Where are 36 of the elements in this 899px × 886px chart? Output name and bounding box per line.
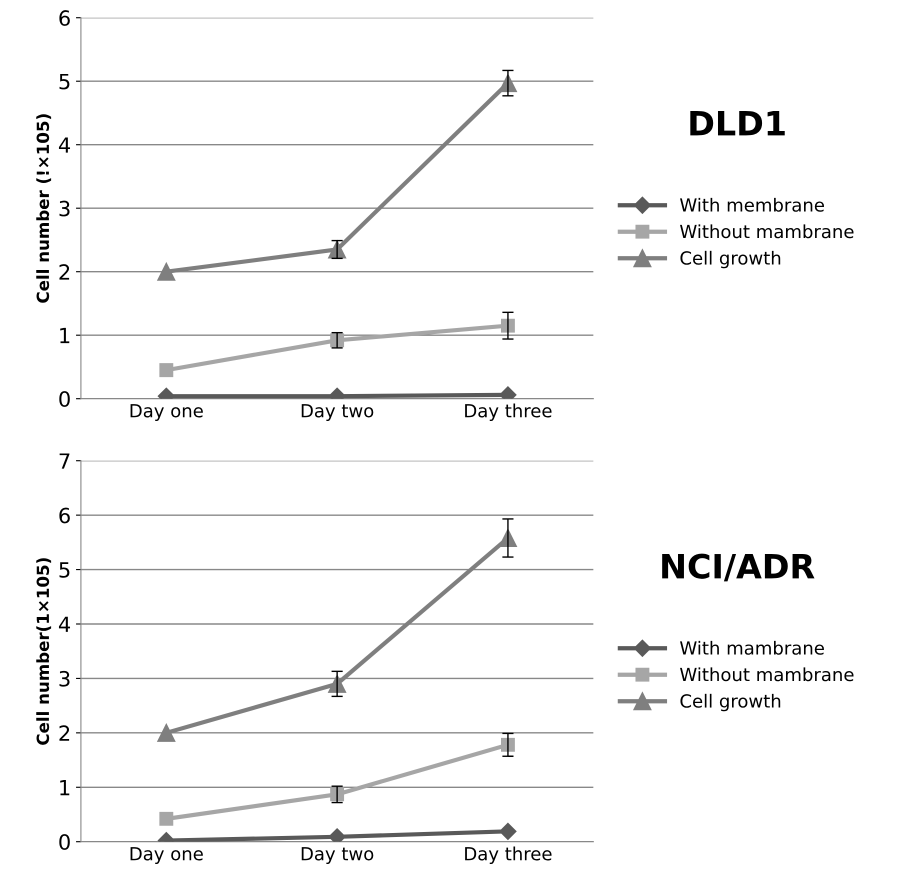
point xyxy=(159,812,174,826)
legend-label: With mambrane xyxy=(680,640,824,655)
legend-title: DLD1 xyxy=(690,111,785,136)
y-tick-label: 3 xyxy=(60,670,70,687)
y-tick-label: 3 xyxy=(60,200,70,216)
x-tick-label: Day one xyxy=(130,847,203,864)
legend-label: Cell growth xyxy=(680,694,780,712)
y-tick-label: 1 xyxy=(60,780,70,796)
y-tick-label: 4 xyxy=(58,137,70,153)
y-tick-label: 7 xyxy=(60,453,70,469)
y-tick-label: 1 xyxy=(60,328,70,344)
point xyxy=(159,363,174,378)
y-axis-title: Cell number(1×105) xyxy=(36,558,52,745)
y-tick-label: 4 xyxy=(58,616,70,632)
x-tick-label: Day two xyxy=(302,847,374,864)
y-tick-label: 6 xyxy=(59,508,70,524)
point xyxy=(499,822,516,840)
legend-title: NCI/ADR xyxy=(662,554,815,582)
legend-label: Cell growth xyxy=(680,250,780,268)
legend-label: With membrane xyxy=(680,198,824,212)
y-tick-label: 5 xyxy=(60,562,70,578)
y-tick-label: 2 xyxy=(59,264,70,280)
x-tick-label: Day two xyxy=(302,404,374,422)
y-tick-label: 0 xyxy=(59,391,70,407)
y-tick-label: 6 xyxy=(59,10,70,26)
x-tick-label: Day three xyxy=(465,404,552,422)
x-tick-label: Day three xyxy=(465,846,552,864)
point xyxy=(157,262,176,281)
y-tick-label: 0 xyxy=(59,834,70,850)
y-tick-label: 5 xyxy=(60,74,70,90)
x-tick-label: Day one xyxy=(130,404,203,422)
legend-label: Without mambrane xyxy=(680,667,854,682)
y-tick-label: 2 xyxy=(59,725,70,741)
legend-label: Without mambrane xyxy=(680,224,854,238)
y-axis-title: Cell number (!×105) xyxy=(36,114,52,303)
point xyxy=(157,724,176,742)
